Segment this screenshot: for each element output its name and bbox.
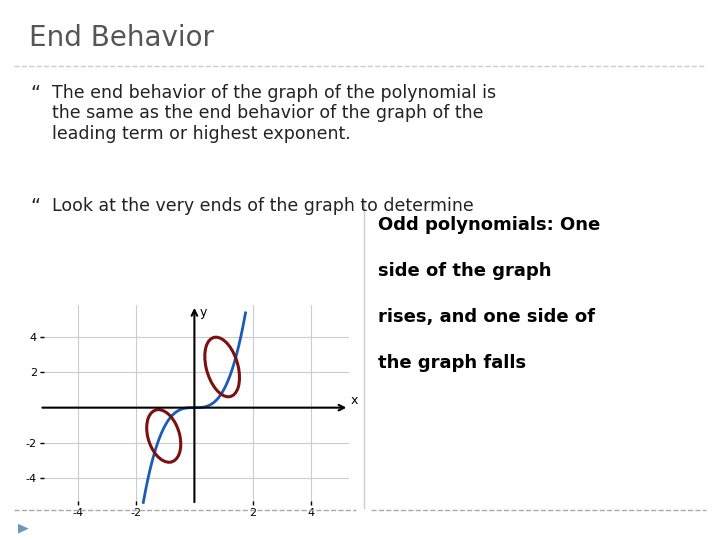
Text: side of the graph: side of the graph xyxy=(378,262,552,280)
Text: The end behavior of the graph of the polynomial is
the same as the end behavior : The end behavior of the graph of the pol… xyxy=(52,84,496,143)
Text: Odd polynomials: One: Odd polynomials: One xyxy=(378,216,600,234)
Text: x: x xyxy=(351,394,358,407)
Text: y: y xyxy=(199,306,207,319)
Text: End Behavior: End Behavior xyxy=(29,24,214,52)
Text: the graph falls: the graph falls xyxy=(378,354,526,372)
Text: “: “ xyxy=(30,197,40,216)
Text: Look at the very ends of the graph to determine: Look at the very ends of the graph to de… xyxy=(52,197,474,215)
Text: rises, and one side of: rises, and one side of xyxy=(378,308,595,326)
Text: “: “ xyxy=(30,84,40,103)
